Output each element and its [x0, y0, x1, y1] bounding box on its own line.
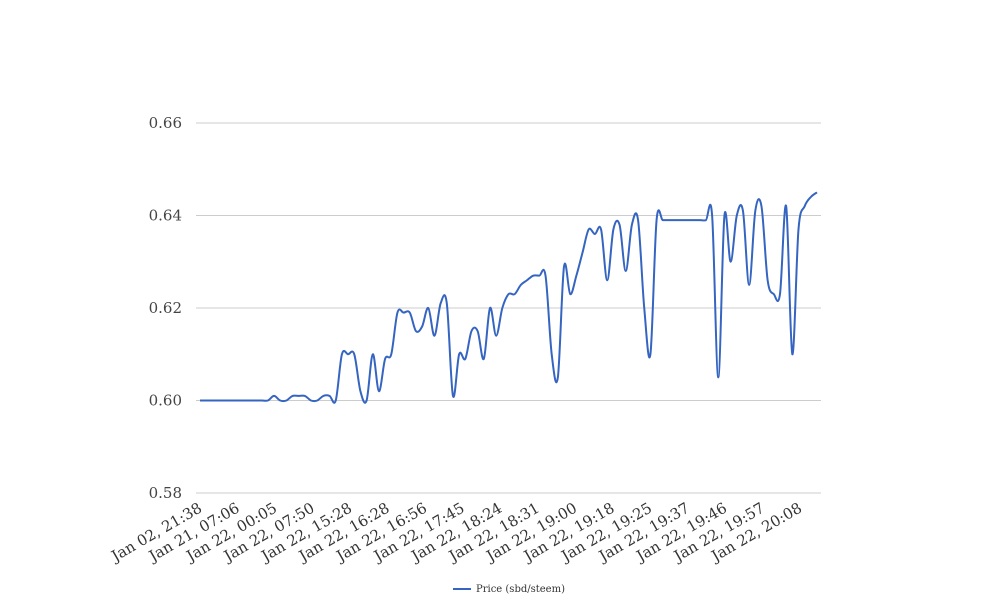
gridlines — [196, 122, 821, 494]
series-layer — [199, 191, 818, 404]
legend: Price (sbd/steem) — [453, 584, 565, 595]
y-tick-label: 0.66 — [149, 114, 182, 132]
y-tick-label: 0.60 — [149, 392, 182, 410]
y-tick-label: 0.58 — [149, 484, 182, 502]
legend-label: Price (sbd/steem) — [476, 584, 565, 595]
y-axis-ticks: 0.58 0.60 0.62 0.64 0.66 — [149, 114, 182, 502]
y-tick-label: 0.62 — [149, 299, 182, 317]
y-tick-label: 0.64 — [149, 207, 182, 225]
series-line-price — [199, 191, 818, 404]
